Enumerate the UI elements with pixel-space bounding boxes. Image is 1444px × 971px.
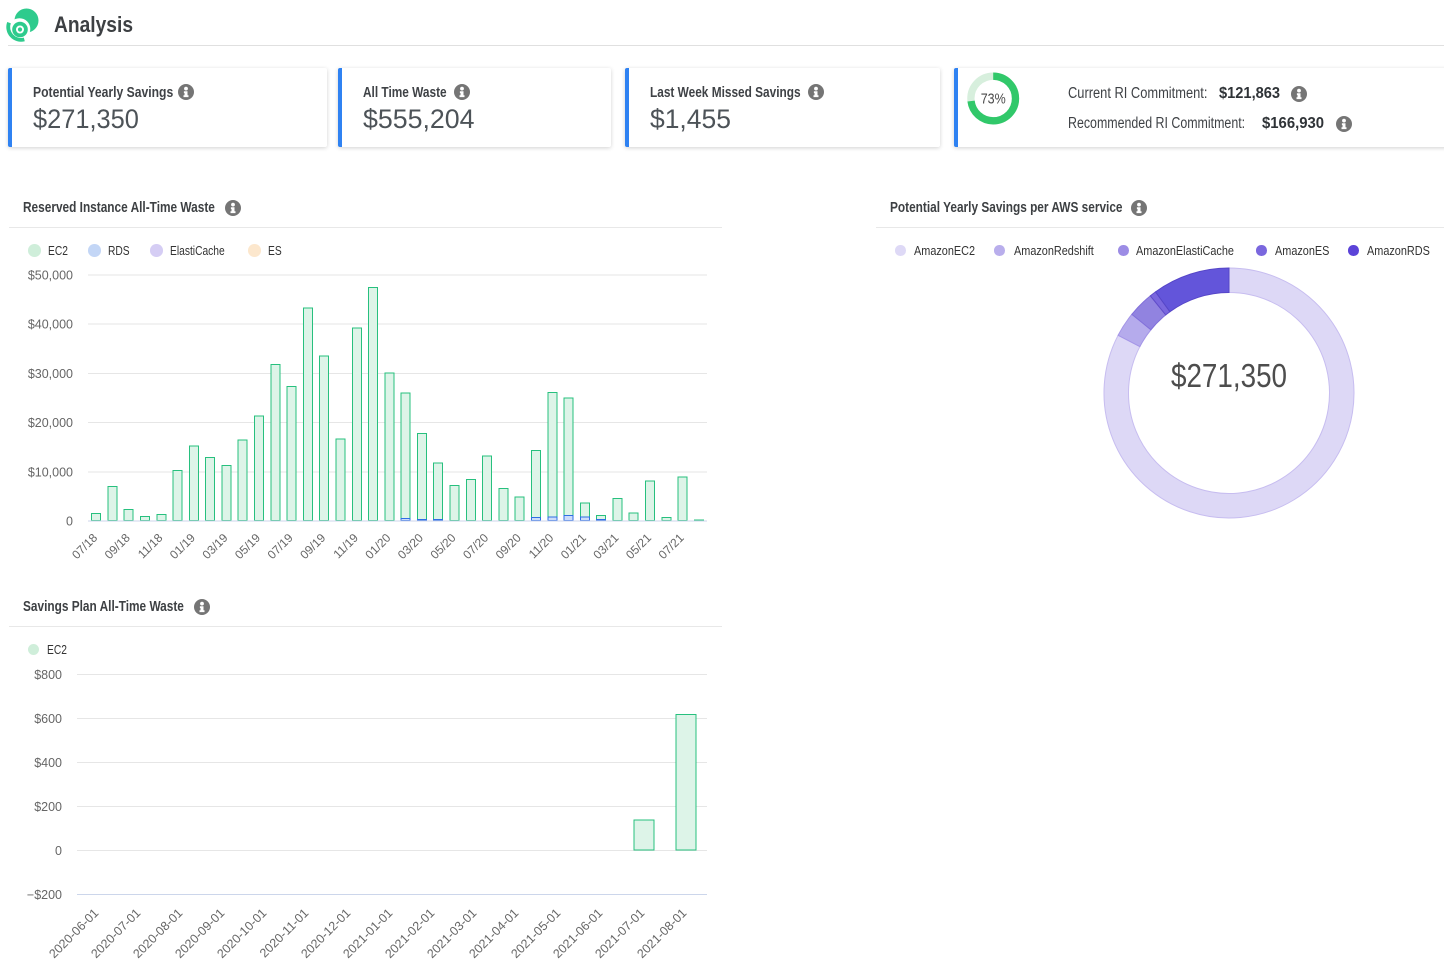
svg-text:07/18: 07/18 (69, 530, 100, 561)
svg-text:$10,000: $10,000 (28, 465, 73, 479)
svg-text:09/18: 09/18 (102, 530, 133, 561)
svg-text:73%: 73% (981, 92, 1006, 108)
svg-text:11/19: 11/19 (330, 530, 361, 561)
svg-text:$200: $200 (34, 800, 62, 814)
svg-text:$400: $400 (34, 756, 62, 770)
svg-text:$40,000: $40,000 (28, 318, 73, 332)
svg-text:$800: $800 (34, 668, 62, 682)
svg-text:11/18: 11/18 (135, 530, 166, 561)
svg-text:07/20: 07/20 (460, 530, 491, 561)
svg-text:07/19: 07/19 (265, 530, 296, 561)
svg-text:0: 0 (66, 515, 73, 529)
svg-text:09/19: 09/19 (297, 530, 328, 561)
svg-text:03/20: 03/20 (395, 530, 426, 561)
svg-text:0: 0 (55, 844, 62, 858)
svg-text:03/21: 03/21 (590, 530, 621, 561)
svg-text:$50,000: $50,000 (28, 269, 73, 283)
svg-text:07/21: 07/21 (656, 530, 687, 561)
svg-text:01/19: 01/19 (167, 530, 198, 561)
svg-text:05/21: 05/21 (623, 530, 654, 561)
svg-text:−$200: −$200 (27, 888, 62, 902)
svg-text:$271,350: $271,350 (1171, 357, 1287, 394)
svg-text:01/20: 01/20 (362, 530, 393, 561)
svg-text:09/20: 09/20 (493, 530, 524, 561)
svg-text:11/20: 11/20 (526, 530, 557, 561)
svg-text:03/19: 03/19 (199, 530, 230, 561)
svg-text:01/21: 01/21 (558, 530, 589, 561)
svg-text:05/19: 05/19 (232, 530, 263, 561)
svg-text:$30,000: $30,000 (28, 367, 73, 381)
svg-text:$20,000: $20,000 (28, 416, 73, 430)
svg-text:$600: $600 (34, 712, 62, 726)
svg-text:05/20: 05/20 (427, 530, 458, 561)
